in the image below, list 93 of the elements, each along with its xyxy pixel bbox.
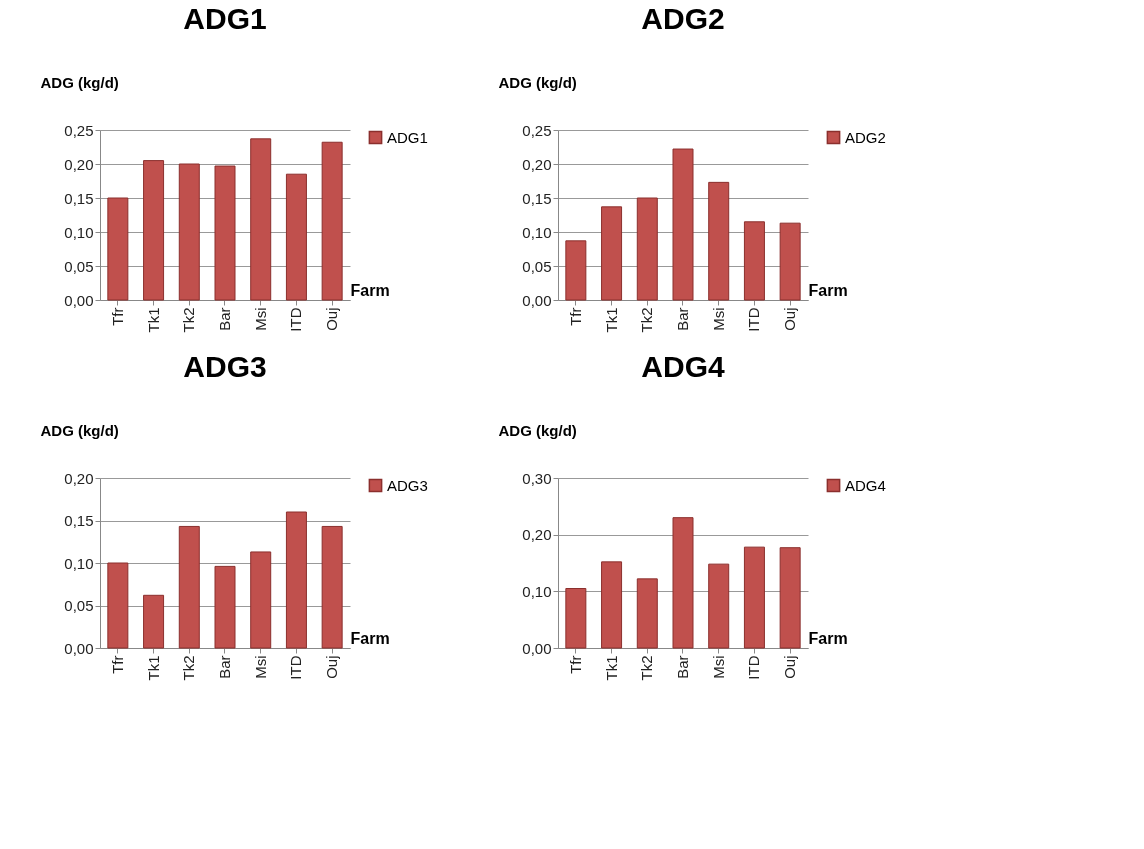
y-tick-label: 0,30 bbox=[522, 469, 552, 487]
x-tick-label: Tk1 bbox=[602, 307, 620, 333]
x-axis-title: Farm bbox=[808, 281, 848, 299]
x-tick-label: ITD bbox=[287, 655, 305, 680]
bar bbox=[743, 546, 765, 649]
y-axis-title: ADG (kg/d) bbox=[40, 421, 119, 439]
x-tick-label: Bar bbox=[674, 307, 691, 331]
x-tick-label: Tk1 bbox=[144, 655, 162, 681]
bar bbox=[178, 163, 200, 301]
bar bbox=[565, 240, 587, 301]
x-tick-label: Tfr bbox=[108, 655, 126, 674]
bar bbox=[708, 181, 730, 301]
bar bbox=[672, 148, 694, 301]
x-tick-label: Ouj bbox=[781, 655, 799, 679]
bar bbox=[636, 578, 658, 649]
x-axis-title: Farm bbox=[808, 629, 848, 647]
x-tick-label: Tk1 bbox=[144, 307, 162, 333]
x-tick-label: Tk2 bbox=[638, 307, 656, 333]
bar bbox=[672, 517, 694, 649]
x-tick-label: Bar bbox=[216, 655, 233, 679]
chart-title: ADG4 bbox=[641, 350, 725, 383]
y-tick-label: 0,00 bbox=[522, 639, 552, 657]
y-tick-label: 0,10 bbox=[522, 582, 552, 600]
chart-title: ADG3 bbox=[183, 350, 267, 383]
bar bbox=[321, 141, 343, 301]
x-tick-label: Msi bbox=[251, 307, 269, 331]
chart-title: ADG1 bbox=[183, 2, 267, 35]
bar bbox=[708, 563, 730, 649]
chart-title: ADG2 bbox=[641, 2, 725, 35]
x-tick-label: Tfr bbox=[108, 307, 126, 326]
y-tick-label: 0,00 bbox=[522, 291, 552, 309]
x-axis-title: Farm bbox=[350, 629, 390, 647]
bar bbox=[143, 160, 165, 301]
x-tick-label: Msi bbox=[709, 307, 727, 331]
bar bbox=[779, 547, 801, 649]
y-tick-label: 0,05 bbox=[64, 597, 94, 614]
bar bbox=[143, 594, 165, 649]
bar bbox=[779, 222, 801, 301]
y-tick-label: 0,20 bbox=[64, 155, 94, 173]
y-tick-label: 0,10 bbox=[64, 554, 94, 572]
y-tick-label: 0,15 bbox=[522, 189, 552, 207]
x-tick-label: Tk2 bbox=[180, 655, 198, 681]
y-tick-label: 0,25 bbox=[64, 121, 94, 139]
x-tick-label: Tfr bbox=[566, 655, 584, 674]
x-tick-label: Tk2 bbox=[638, 655, 656, 681]
y-tick-label: 0,25 bbox=[522, 121, 552, 139]
y-axis-title: ADG (kg/d) bbox=[498, 421, 577, 439]
y-tick-label: 0,15 bbox=[64, 189, 94, 207]
y-tick-label: 0,20 bbox=[522, 526, 552, 544]
y-tick-label: 0,05 bbox=[522, 257, 552, 275]
y-tick-label: 0,20 bbox=[522, 155, 552, 173]
bar bbox=[285, 511, 307, 649]
x-tick-label: ITD bbox=[287, 307, 305, 332]
bar bbox=[601, 561, 623, 649]
y-tick-label: 0,10 bbox=[522, 223, 552, 241]
y-axis-title: ADG (kg/d) bbox=[40, 73, 119, 91]
bar bbox=[321, 525, 343, 649]
x-tick-label: Ouj bbox=[323, 655, 341, 679]
legend-label: ADG1 bbox=[387, 128, 428, 146]
x-tick-label: Bar bbox=[674, 655, 691, 679]
y-tick-label: 0,00 bbox=[64, 291, 94, 309]
y-axis-title: ADG (kg/d) bbox=[498, 73, 577, 91]
y-tick-label: 0,05 bbox=[64, 257, 94, 275]
y-tick-label: 0,10 bbox=[64, 223, 94, 241]
legend-label: ADG3 bbox=[387, 476, 428, 494]
y-tick-label: 0,20 bbox=[64, 469, 94, 487]
x-tick-label: Ouj bbox=[781, 307, 799, 331]
bar bbox=[107, 562, 129, 649]
legend-label: ADG2 bbox=[845, 128, 886, 146]
y-tick-label: 0,00 bbox=[64, 639, 94, 657]
x-axis-title: Farm bbox=[350, 281, 390, 299]
x-tick-label: Msi bbox=[709, 655, 727, 679]
bar bbox=[636, 197, 658, 301]
x-tick-label: Ouj bbox=[323, 307, 341, 331]
x-tick-label: Msi bbox=[251, 655, 269, 679]
x-tick-label: ITD bbox=[745, 655, 763, 680]
x-tick-label: Tk2 bbox=[180, 307, 198, 333]
bar bbox=[214, 165, 236, 301]
bar bbox=[565, 588, 587, 649]
y-tick-label: 0,15 bbox=[64, 512, 94, 529]
legend-label: ADG4 bbox=[845, 476, 886, 494]
bar bbox=[250, 551, 272, 649]
x-tick-label: Tfr bbox=[566, 307, 584, 326]
x-tick-label: Bar bbox=[216, 307, 233, 331]
bar bbox=[285, 173, 307, 301]
bar bbox=[107, 197, 129, 301]
x-tick-label: Tk1 bbox=[602, 655, 620, 681]
bar bbox=[250, 138, 272, 301]
bar bbox=[743, 221, 765, 301]
bar bbox=[214, 565, 236, 649]
bar bbox=[601, 206, 623, 301]
bar bbox=[178, 525, 200, 649]
x-tick-label: ITD bbox=[745, 307, 763, 332]
